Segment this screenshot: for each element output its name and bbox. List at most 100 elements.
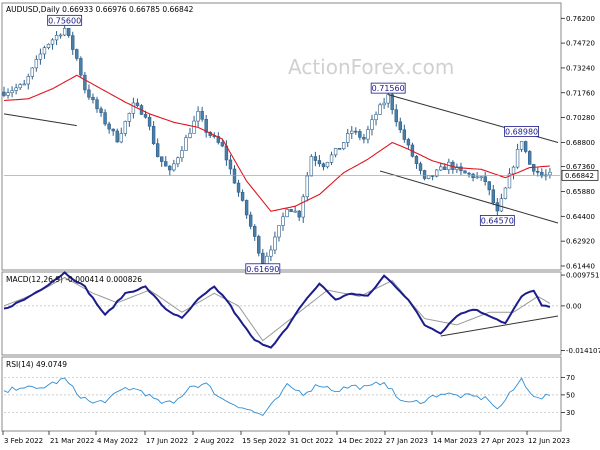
candle	[95, 96, 99, 113]
candle	[38, 48, 43, 65]
x-tick-label: 14 Dec 2022	[338, 437, 383, 445]
candle	[527, 150, 532, 165]
candle	[6, 88, 10, 99]
candle	[168, 165, 172, 176]
candle	[147, 114, 152, 131]
candle	[479, 176, 483, 181]
x-tick-label: 27 Apr 2023	[481, 437, 524, 445]
candle	[54, 31, 59, 46]
y-tick-label: 0.71760	[566, 89, 595, 97]
candle	[87, 84, 91, 100]
candle	[358, 129, 362, 141]
y-tick-label: 0.68800	[566, 139, 595, 147]
candle	[333, 147, 338, 158]
y-tick-label: 0.65880	[566, 188, 595, 196]
price-annotation: 0.61690	[245, 263, 281, 275]
macd-trendline	[440, 315, 559, 337]
y-tick-label: 0.74720	[566, 40, 595, 48]
candle	[309, 154, 314, 177]
candle	[471, 172, 475, 182]
candle	[123, 120, 128, 137]
candle	[26, 73, 30, 90]
price-annotation: 0.71560	[370, 82, 406, 94]
candle	[301, 194, 305, 223]
candle	[362, 133, 366, 144]
candle	[434, 168, 439, 178]
main-panel-frame	[1, 2, 562, 271]
candle	[378, 102, 382, 115]
candle	[14, 83, 18, 95]
rsi-y-tick-label: 50	[566, 391, 575, 399]
candle	[151, 121, 156, 146]
x-tick-label: 27 Jan 2023	[386, 437, 428, 445]
candle	[204, 114, 208, 138]
candle	[519, 141, 524, 153]
candle	[350, 126, 354, 140]
macd-header: MACD(12,26,9) -0.000414 0.000826	[6, 275, 142, 284]
candle	[414, 154, 419, 169]
candle	[382, 97, 386, 109]
macd-signal-line	[3, 276, 551, 342]
annotation-label: 0.64570	[481, 216, 514, 225]
candle	[79, 56, 83, 78]
candle	[200, 106, 204, 122]
candle	[548, 168, 552, 179]
candle	[244, 199, 249, 219]
annotation-label: 0.71560	[372, 84, 405, 93]
x-tick-label: 31 Oct 2022	[290, 437, 333, 445]
candle	[111, 128, 115, 136]
candle	[155, 138, 160, 158]
candle	[515, 143, 520, 169]
candle	[34, 55, 39, 72]
candle	[483, 172, 487, 186]
candle	[317, 155, 322, 167]
x-tick-label: 14 Mar 2023	[433, 437, 477, 445]
candle	[248, 211, 253, 230]
macd-panel-frame	[1, 271, 562, 356]
candle	[329, 151, 334, 166]
macd-y-tick-label: 0.00	[566, 302, 582, 310]
annotation-label: 0.68980	[505, 127, 538, 136]
x-tick-label: 12 Jun 2023	[528, 437, 570, 445]
x-tick-label: 4 May 2022	[97, 437, 138, 445]
candle	[71, 31, 75, 55]
candle	[107, 121, 111, 134]
macd-line	[3, 271, 551, 349]
x-tick-label: 17 Jun 2022	[146, 437, 188, 445]
candle	[277, 225, 281, 242]
candle	[30, 67, 35, 80]
y-tick-label: 0.73240	[566, 64, 595, 72]
last-price-label: 0.66842	[565, 172, 594, 180]
candle	[228, 154, 233, 175]
candle	[467, 171, 471, 178]
candle	[269, 245, 273, 262]
candle	[2, 86, 6, 98]
candle	[406, 137, 411, 150]
candle	[285, 208, 289, 218]
x-tick-label: 2 Aug 2022	[194, 437, 234, 445]
trendline	[3, 113, 77, 127]
y-tick-label: 0.62920	[566, 238, 595, 246]
x-tick-label: 15 Sep 2022	[242, 437, 286, 445]
y-tick-label: 0.64400	[566, 213, 595, 221]
candle	[402, 124, 407, 143]
candle	[50, 38, 55, 50]
candle	[236, 179, 241, 197]
price-annotation: 0.68980	[504, 126, 540, 137]
candle	[337, 148, 342, 150]
candle	[188, 127, 192, 139]
candle	[10, 86, 14, 98]
candle	[321, 162, 326, 171]
candle	[341, 141, 346, 151]
candle	[346, 128, 350, 147]
candle	[164, 156, 168, 167]
last-price-tag: 0.66842	[561, 169, 599, 181]
candle	[540, 168, 544, 179]
candle	[503, 187, 508, 200]
candle	[374, 111, 378, 126]
y-tick-label: 0.67360	[566, 163, 595, 171]
watermark: ActionForex.com	[288, 55, 454, 79]
candle	[42, 45, 47, 59]
candle	[83, 71, 87, 94]
candle	[257, 234, 261, 257]
